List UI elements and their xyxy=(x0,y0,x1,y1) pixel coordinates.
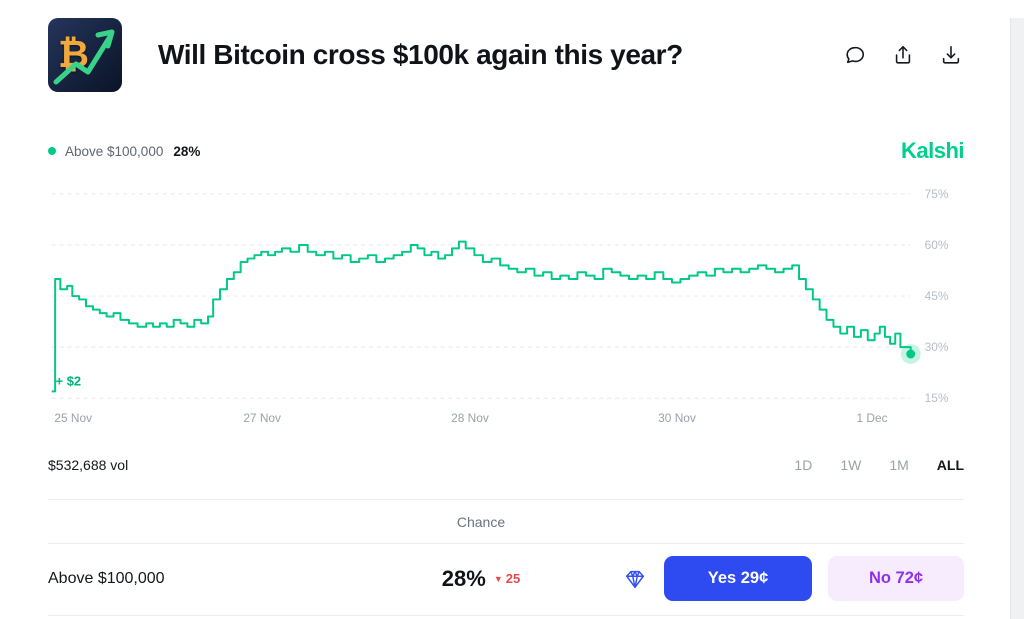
market-outcome-row: Above $100,000 28% ▼ 25 Yes 29¢ No 72¢ xyxy=(48,544,964,616)
range-all-button[interactable]: ALL xyxy=(936,457,964,473)
svg-text:45%: 45% xyxy=(925,289,949,303)
svg-text:1 Dec: 1 Dec xyxy=(857,411,888,425)
gem-icon[interactable] xyxy=(624,568,646,590)
no-button[interactable]: No 72¢ xyxy=(828,556,964,601)
svg-text:27 Nov: 27 Nov xyxy=(243,411,281,425)
change-value: 25 xyxy=(505,571,521,586)
comment-button[interactable] xyxy=(844,43,868,67)
svg-text:60%: 60% xyxy=(925,238,949,252)
kalshi-logo[interactable]: Kalshi xyxy=(900,138,965,163)
price-chart[interactable]: 75% 60% 45% 30% 15% 25 Nov 27 Nov 28 Nov 30 Nov 1… xyxy=(48,180,964,427)
svg-text:30 Nov: 30 Nov xyxy=(658,411,696,425)
volume-label: $532,688 vol xyxy=(48,457,129,473)
svg-text:15%: 15% xyxy=(925,391,949,405)
market-page: ₿ Will Bitcoin cross $100k again this ye… xyxy=(0,18,1024,616)
series-dot-icon xyxy=(48,147,56,155)
range-1w-button[interactable]: 1W xyxy=(840,457,862,473)
series-value: 28% xyxy=(173,143,201,159)
series-label: Above $100,000 xyxy=(65,143,164,159)
svg-text:75%: 75% xyxy=(925,187,949,201)
share-button[interactable] xyxy=(892,43,916,67)
comment-icon xyxy=(846,46,865,64)
range-selector: 1D 1W 1M ALL xyxy=(794,457,964,473)
page-title: Will Bitcoin cross $100k again this year… xyxy=(158,39,683,70)
header-actions xyxy=(844,43,964,67)
chart-legend: Above $100,000 28% Kalshi xyxy=(48,138,965,164)
svg-text:25 Nov: 25 Nov xyxy=(54,411,92,425)
svg-text:30%: 30% xyxy=(925,340,949,354)
chance-cell: 28% ▼ 25 xyxy=(406,566,556,592)
share-icon xyxy=(895,45,911,64)
scrollbar[interactable] xyxy=(1010,18,1024,619)
outcome-label: Above $100,000 xyxy=(48,569,165,587)
chance-value: 28% xyxy=(441,565,486,591)
market-header: ₿ Will Bitcoin cross $100k again this ye… xyxy=(48,18,964,92)
down-arrow-icon: ▼ xyxy=(493,573,503,584)
chance-column-header: Chance xyxy=(456,513,506,530)
yes-button[interactable]: Yes 29¢ xyxy=(664,556,812,601)
svg-text:28 Nov: 28 Nov xyxy=(451,411,489,425)
market-thumbnail: ₿ xyxy=(48,18,122,92)
range-1m-button[interactable]: 1M xyxy=(889,457,909,473)
table-header-row: Chance xyxy=(48,499,964,544)
svg-text:+ $2: + $2 xyxy=(56,373,81,388)
volume-row: $532,688 vol 1D 1W 1M ALL xyxy=(48,457,964,473)
range-1d-button[interactable]: 1D xyxy=(794,457,813,473)
chance-change: ▼ 25 xyxy=(494,571,520,586)
download-button[interactable] xyxy=(940,43,964,67)
rising-arrow-graphic xyxy=(53,29,115,85)
download-icon xyxy=(942,45,960,64)
